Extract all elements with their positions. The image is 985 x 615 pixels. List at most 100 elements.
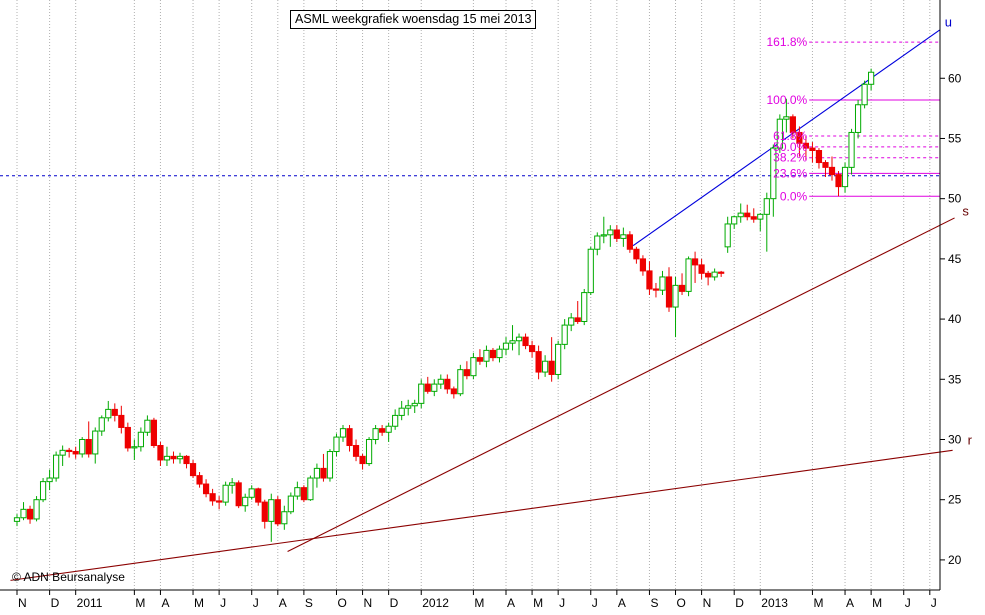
trendline-label-u: u [945, 14, 952, 29]
x-tick-label: 2013 [761, 596, 788, 610]
candle-body [105, 408, 112, 419]
candle-body [392, 414, 399, 427]
candle-body [137, 431, 144, 448]
candle-body [502, 342, 510, 350]
candle [92, 427, 99, 464]
candle-body [346, 428, 353, 447]
candle-body [828, 166, 836, 176]
candle-body [411, 402, 418, 407]
candle [854, 99, 862, 139]
candle [424, 376, 431, 394]
candle [581, 288, 588, 326]
candle [502, 337, 510, 356]
candle [98, 415, 105, 436]
candle [216, 496, 223, 510]
candle [79, 437, 86, 458]
candle-body [437, 378, 444, 385]
candle-body [796, 131, 803, 144]
candle-body [528, 345, 536, 353]
candle-body [809, 147, 816, 152]
candle [724, 216, 731, 253]
candle [392, 409, 399, 430]
x-tick-label: D [390, 596, 399, 610]
candle-body [731, 216, 738, 225]
candle [535, 345, 542, 380]
candle [652, 282, 660, 298]
candle [757, 213, 764, 232]
trendline-label-r: r [968, 432, 973, 447]
candle [352, 439, 360, 462]
y-tick-label: 20 [948, 553, 962, 567]
candle-body [678, 284, 686, 292]
candle-body [118, 414, 125, 428]
candle-body [691, 258, 699, 266]
candle-body [359, 455, 366, 465]
candle-body [66, 449, 73, 453]
x-tick-label: D [735, 596, 744, 610]
candle-body [581, 292, 588, 322]
candle-body [463, 369, 470, 377]
candle [131, 439, 138, 460]
candle [639, 255, 647, 276]
candle-body [776, 118, 783, 149]
candle-body [144, 419, 151, 433]
candle [776, 114, 783, 153]
candle [281, 505, 288, 530]
candle [431, 379, 438, 397]
candle-body [718, 271, 725, 274]
candle-body [216, 500, 223, 503]
candle-body [111, 408, 118, 416]
candle [287, 492, 294, 515]
candle [633, 246, 640, 264]
candle [72, 446, 79, 459]
candle-body [515, 336, 523, 342]
candle-body [665, 276, 673, 308]
candle-body [307, 477, 314, 501]
candle [59, 445, 66, 466]
y-tick-label: 40 [948, 312, 962, 326]
candle [737, 203, 744, 223]
candle-body [476, 357, 484, 362]
trendline-label-s: s [962, 204, 969, 219]
candle-body [835, 174, 842, 188]
fibonacci-label: 38.2% [773, 151, 807, 165]
candle-body [620, 234, 627, 239]
candle-body [770, 147, 777, 200]
candle [489, 347, 497, 362]
candle-body [418, 383, 425, 404]
y-tick-label: 30 [948, 432, 962, 446]
candle [418, 379, 425, 409]
candle-body [385, 425, 392, 433]
candle [528, 340, 536, 358]
candle-body [189, 463, 197, 477]
candle-body [183, 455, 190, 465]
candle-body [757, 213, 764, 220]
candle-body [861, 83, 868, 106]
candle-body [431, 383, 438, 392]
candle-body [587, 248, 594, 294]
candle-body [398, 407, 405, 416]
candle-body [613, 229, 620, 239]
candle [607, 225, 614, 247]
candle [568, 313, 575, 332]
x-tick-label: N [703, 596, 712, 610]
x-tick-label: A [507, 596, 515, 610]
candle [209, 488, 216, 506]
candle [255, 487, 262, 506]
candle [339, 425, 347, 442]
candle [848, 128, 855, 175]
candle [189, 459, 197, 479]
candle-body [705, 272, 712, 278]
candle [496, 345, 503, 363]
candle-body [600, 234, 607, 237]
candle [515, 333, 523, 356]
candle-body [633, 248, 640, 260]
candle-body [268, 499, 275, 522]
trendline-u [632, 29, 940, 247]
y-tick-label: 50 [948, 192, 962, 206]
candle [261, 499, 268, 529]
fibonacci-label: 50.0% [773, 140, 807, 154]
candle [300, 485, 307, 503]
x-tick-label: M [813, 596, 823, 610]
candle-body [333, 436, 340, 453]
